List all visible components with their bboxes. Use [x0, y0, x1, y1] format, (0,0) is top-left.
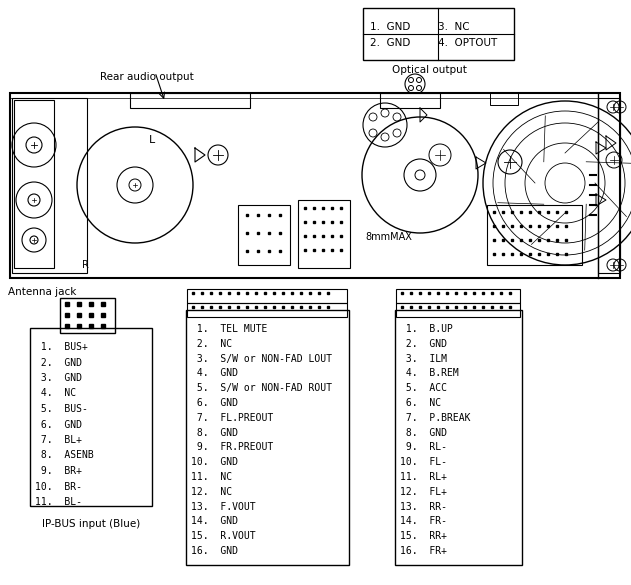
Text: 3.  S/W or NON-FAD LOUT: 3. S/W or NON-FAD LOUT — [191, 353, 332, 364]
Text: 14.  GND: 14. GND — [191, 517, 238, 526]
Text: 6.  GND: 6. GND — [35, 419, 82, 429]
Text: 9.  FR.PREOUT: 9. FR.PREOUT — [191, 442, 273, 452]
Text: 2.  NC: 2. NC — [191, 339, 232, 349]
Bar — [12, 98, 87, 273]
Text: L: L — [149, 135, 155, 145]
Bar — [363, 8, 514, 60]
Bar — [14, 100, 54, 268]
Text: 8.  GND: 8. GND — [191, 428, 238, 438]
Text: 14.  FR-: 14. FR- — [400, 517, 447, 526]
Bar — [130, 93, 250, 108]
Text: 12.  NC: 12. NC — [191, 487, 232, 497]
Text: 7.  BL+: 7. BL+ — [35, 435, 82, 445]
Bar — [395, 310, 522, 565]
Text: Antenna jack: Antenna jack — [8, 287, 76, 297]
Text: Rear audio output: Rear audio output — [100, 72, 194, 82]
Bar — [10, 93, 620, 278]
Bar — [380, 93, 440, 108]
Bar — [186, 310, 349, 565]
Text: 1.  GND: 1. GND — [370, 22, 410, 32]
Text: 6.  NC: 6. NC — [400, 398, 441, 408]
Text: 11.  NC: 11. NC — [191, 472, 232, 482]
Text: 1.  BUS+: 1. BUS+ — [35, 342, 88, 352]
Text: 10.  FL-: 10. FL- — [400, 457, 447, 467]
Text: 4.  B.REM: 4. B.REM — [400, 369, 459, 378]
Text: 3.  NC: 3. NC — [438, 22, 469, 32]
Bar — [187, 303, 347, 317]
Bar — [487, 205, 582, 265]
Text: 1.  B.UP: 1. B.UP — [400, 324, 453, 334]
Bar — [187, 289, 347, 303]
Text: 6.  GND: 6. GND — [191, 398, 238, 408]
Text: 8.  GND: 8. GND — [400, 428, 447, 438]
Bar — [298, 200, 350, 268]
Bar — [238, 205, 290, 265]
Text: 3.  GND: 3. GND — [35, 373, 82, 383]
Text: 10.  GND: 10. GND — [191, 457, 238, 467]
Text: 16.  GND: 16. GND — [191, 546, 238, 556]
Bar — [396, 289, 520, 303]
Bar — [60, 298, 115, 333]
Text: 9.  BR+: 9. BR+ — [35, 466, 82, 476]
Bar — [598, 98, 620, 273]
Text: 11.  RL+: 11. RL+ — [400, 472, 447, 482]
Text: 12.  FL+: 12. FL+ — [400, 487, 447, 497]
Text: 5.  BUS-: 5. BUS- — [35, 404, 88, 414]
Text: 9.  RL-: 9. RL- — [400, 442, 447, 452]
Text: 16.  FR+: 16. FR+ — [400, 546, 447, 556]
Text: 10.  BR-: 10. BR- — [35, 481, 82, 491]
Text: 7.  P.BREAK: 7. P.BREAK — [400, 413, 471, 423]
Text: 13.  F.VOUT: 13. F.VOUT — [191, 501, 256, 512]
Bar — [490, 93, 518, 105]
Text: 2.  GND: 2. GND — [35, 357, 82, 367]
Text: 4.  GND: 4. GND — [191, 369, 238, 378]
Text: 4.  NC: 4. NC — [35, 388, 76, 398]
Text: 4.  OPTOUT: 4. OPTOUT — [438, 38, 497, 48]
Text: 5.  S/W or NON-FAD ROUT: 5. S/W or NON-FAD ROUT — [191, 383, 332, 393]
Text: 13.  RR-: 13. RR- — [400, 501, 447, 512]
Text: 8.  ASENB: 8. ASENB — [35, 450, 94, 460]
Text: 7.  FL.PREOUT: 7. FL.PREOUT — [191, 413, 273, 423]
Text: 2.  GND: 2. GND — [400, 339, 447, 349]
Text: Optical output: Optical output — [392, 65, 467, 75]
Text: 1.  TEL MUTE: 1. TEL MUTE — [191, 324, 268, 334]
Text: 2.  GND: 2. GND — [370, 38, 410, 48]
Text: 11.  BL-: 11. BL- — [35, 497, 82, 507]
Text: R: R — [81, 260, 88, 270]
Text: IP-BUS input (Blue): IP-BUS input (Blue) — [42, 519, 140, 529]
Bar — [396, 303, 520, 317]
Text: 15.  RR+: 15. RR+ — [400, 531, 447, 541]
Bar — [30, 328, 152, 506]
Text: 15.  R.VOUT: 15. R.VOUT — [191, 531, 256, 541]
Text: 5.  ACC: 5. ACC — [400, 383, 447, 393]
Text: 3.  ILM: 3. ILM — [400, 353, 447, 364]
Text: 8mmMAX: 8mmMAX — [365, 232, 412, 242]
